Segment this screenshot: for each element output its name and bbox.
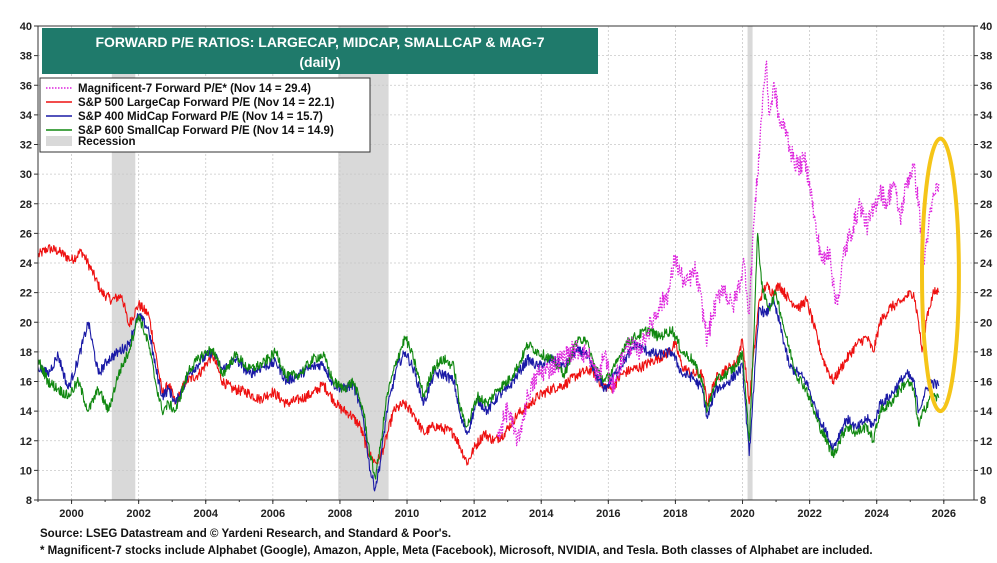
legend-label-1: S&P 500 LargeCap Forward P/E (Nov 14 = 2…	[78, 97, 335, 109]
y-tick-label-right: 26	[980, 228, 992, 240]
y-tick-label-right: 32	[980, 140, 992, 152]
y-tick-label-right: 40	[980, 21, 992, 33]
footnote: * Magnificent-7 stocks include Alphabet …	[40, 545, 873, 557]
y-axis-right-ticks: 8 10 12 14 16 18 20 22 24 26 28 30 32 34 36 38 40	[974, 21, 993, 507]
y-axis-left-ticks: 8 10 12 14 16 18 20 22 24 26 28 30 32 34 36 38 40	[20, 21, 38, 507]
highlight-ellipse-0	[920, 136, 961, 414]
x-tick-label: 2002	[126, 508, 150, 520]
y-tick-label-left: 30	[20, 169, 32, 181]
x-tick-label: 2018	[663, 508, 687, 520]
x-tick-label: 2022	[797, 508, 821, 520]
x-axis-ticks: 2000 2002 2004 2006 2008 2010 2012 2014 2016 2018…	[37, 500, 956, 520]
source-note: Source: LSEG Datastream and © Yardeni Re…	[40, 528, 452, 540]
y-tick-label-left: 28	[20, 199, 32, 211]
title-box	[42, 28, 598, 74]
y-tick-label-left: 26	[20, 228, 32, 240]
legend-entries: Magnificent-7 Forward P/E* (Nov 14 = 29.…	[46, 83, 335, 137]
chart-subtitle: (daily)	[299, 54, 340, 70]
annotations	[920, 136, 961, 414]
x-tick-label: 2004	[193, 508, 218, 520]
y-tick-label-left: 10	[20, 465, 32, 477]
series-line-1	[37, 244, 940, 466]
y-tick-label-right: 28	[980, 199, 992, 211]
x-tick-label: 2010	[395, 508, 419, 520]
x-tick-label: 2024	[864, 508, 889, 520]
x-tick-label: 2014	[529, 508, 554, 520]
y-tick-label-right: 20	[980, 317, 992, 329]
x-tick-label: 2006	[261, 508, 285, 520]
legend-label-0: Magnificent-7 Forward P/E* (Nov 14 = 29.…	[78, 83, 311, 95]
x-tick-label: 2008	[328, 508, 352, 520]
x-tick-label: 2026	[932, 508, 956, 520]
y-tick-label-right: 36	[980, 80, 992, 92]
y-tick-label-left: 8	[26, 495, 32, 507]
y-tick-label-right: 14	[980, 406, 993, 418]
series-line-0	[496, 60, 940, 447]
y-tick-label-right: 22	[980, 288, 992, 300]
legend-box	[39, 77, 371, 153]
legend-swatch-recession	[46, 136, 72, 146]
y-tick-label-left: 16	[20, 377, 32, 389]
y-tick-label-left: 22	[20, 288, 32, 300]
legend-label-3: S&P 600 SmallCap Forward P/E (Nov 14 = 1…	[78, 125, 334, 137]
y-tick-label-right: 12	[980, 436, 992, 448]
y-tick-label-left: 12	[20, 436, 32, 448]
y-tick-label-left: 38	[20, 51, 32, 63]
x-tick-label: 2012	[462, 508, 486, 520]
series-lines	[37, 60, 940, 492]
y-tick-label-left: 18	[20, 347, 32, 359]
y-tick-label-right: 16	[980, 377, 992, 389]
legend-label-2: S&P 400 MidCap Forward P/E (Nov 14 = 15.…	[78, 111, 323, 123]
y-tick-label-left: 34	[20, 110, 33, 122]
y-tick-label-right: 34	[980, 110, 993, 122]
series-line-3	[37, 232, 940, 480]
y-tick-label-left: 14	[20, 406, 33, 418]
y-tick-label-left: 40	[20, 21, 32, 33]
y-tick-label-right: 8	[980, 495, 986, 507]
y-tick-label-left: 36	[20, 80, 32, 92]
y-tick-label-right: 18	[980, 347, 992, 359]
legend-label-recession: Recession	[78, 136, 136, 148]
x-tick-label: 2020	[730, 508, 754, 520]
y-tick-label-right: 24	[980, 258, 993, 270]
y-tick-label-right: 30	[980, 169, 992, 181]
x-tick-label: 2000	[59, 508, 83, 520]
y-tick-label-left: 32	[20, 140, 32, 152]
y-tick-label-left: 24	[20, 258, 33, 270]
chart-title: FORWARD P/E RATIOS: LARGECAP, MIDCAP, SM…	[95, 34, 544, 50]
legend: Magnificent-7 Forward P/E* (Nov 14 = 29.…	[39, 77, 371, 153]
x-tick-label: 2016	[596, 508, 620, 520]
y-tick-label-right: 10	[980, 465, 992, 477]
y-tick-label-left: 20	[20, 317, 32, 329]
y-tick-label-right: 38	[980, 51, 992, 63]
